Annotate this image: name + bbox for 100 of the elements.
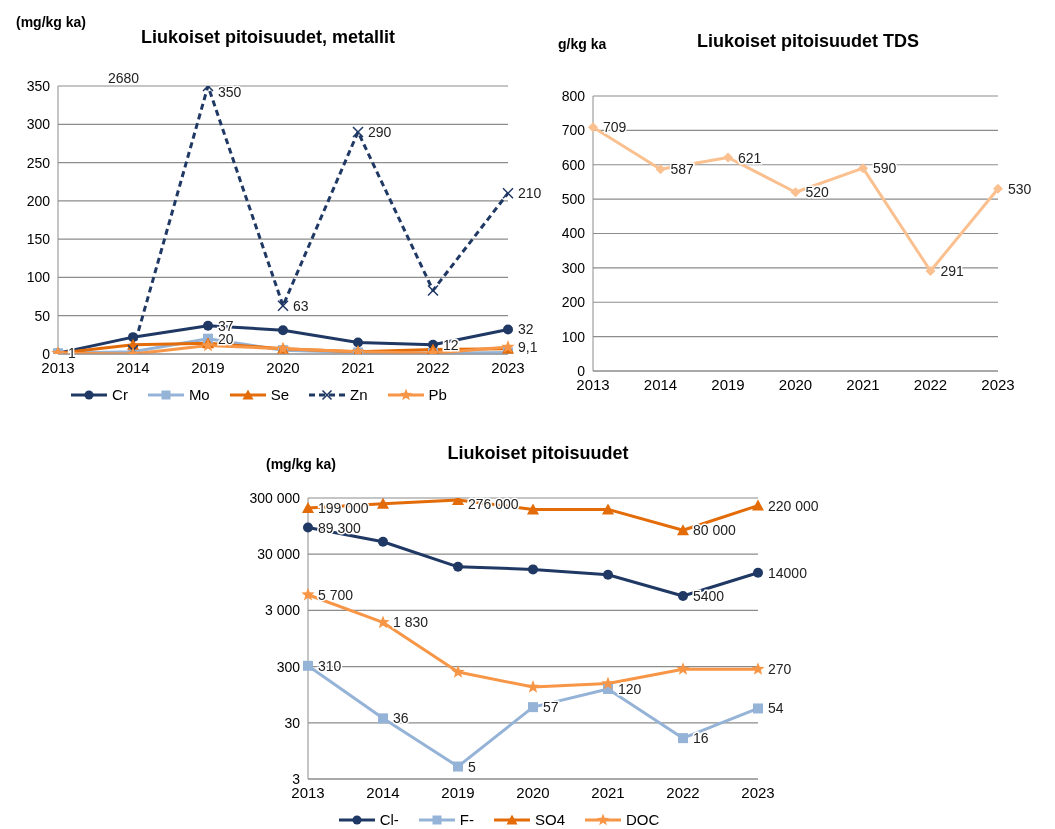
- point: [302, 502, 314, 514]
- point: [303, 660, 313, 671]
- x-tick-label: 2023: [741, 783, 775, 801]
- y-tick-label: 50: [34, 307, 51, 324]
- x-tick-label: 2019: [711, 375, 745, 393]
- y-axis-title: (mg/kg ka): [266, 456, 337, 472]
- x-tick-label: 2014: [366, 783, 400, 801]
- point: [588, 122, 598, 133]
- x-tick-label: 2014: [116, 358, 150, 376]
- legend-label: Mo: [188, 386, 210, 403]
- y-tick-label: 30: [284, 714, 301, 731]
- data-label: 36: [393, 710, 409, 727]
- y-tick-label: 300 000: [249, 489, 301, 506]
- point: [677, 524, 689, 536]
- point: [723, 152, 733, 163]
- y-tick-label: 600: [561, 156, 586, 173]
- data-label: 310: [318, 657, 342, 674]
- point: [678, 733, 688, 744]
- y-tick-label: 300: [561, 259, 586, 276]
- point: [753, 703, 763, 714]
- x-tick-label: 2023: [981, 375, 1015, 393]
- data-label: 1 830: [393, 614, 429, 631]
- x-tick-label: 2022: [416, 358, 450, 376]
- point: [925, 265, 936, 276]
- y-tick-label: 300: [276, 658, 301, 675]
- point: [277, 300, 289, 312]
- x-tick-label: 2019: [441, 783, 475, 801]
- data-label: 530: [1008, 180, 1032, 197]
- data-label: 290: [368, 123, 392, 140]
- x-tick-label: 2022: [913, 375, 948, 393]
- legend-label: F-: [459, 811, 474, 828]
- data-label: 57: [543, 699, 559, 716]
- point: [752, 499, 764, 511]
- chart-title: Liukoiset pitoisuudet, metallit: [140, 26, 396, 48]
- y-tick-label: 100: [561, 328, 586, 345]
- point: [676, 662, 690, 675]
- data-label: 14000: [768, 564, 808, 581]
- legend-label: DOC: [626, 811, 660, 828]
- point: [528, 564, 538, 575]
- point: [655, 164, 666, 175]
- y-axis-title: g/kg ka: [558, 36, 607, 52]
- point: [377, 498, 389, 509]
- x-tick-label: 2020: [266, 358, 300, 376]
- data-label: 520: [805, 184, 830, 201]
- data-label: 291: [940, 262, 965, 279]
- point: [528, 702, 538, 713]
- point: [993, 183, 1003, 194]
- point: [303, 522, 313, 533]
- y-tick-label: 150: [26, 231, 51, 248]
- y-tick-label: 250: [26, 154, 51, 171]
- x-tick-label: 2023: [491, 358, 525, 376]
- data-label: 5: [468, 758, 476, 775]
- x-tick-label: 2022: [666, 783, 700, 801]
- y-tick-label: 200: [561, 294, 586, 311]
- data-label: 621: [738, 149, 762, 166]
- legend-label: Se: [270, 386, 290, 403]
- point: [751, 662, 765, 675]
- data-label: 350: [218, 84, 242, 100]
- point: [753, 567, 763, 578]
- data-label: 80 000: [693, 522, 737, 539]
- point: [128, 332, 138, 343]
- point: [451, 665, 465, 678]
- x-tick-label: 2019: [191, 358, 225, 376]
- y-tick-label: 200: [26, 192, 51, 209]
- point: [503, 324, 513, 335]
- data-label: 54: [768, 700, 784, 717]
- data-label: 63: [293, 297, 309, 314]
- point: [527, 503, 539, 515]
- point: [427, 284, 439, 297]
- point: [353, 337, 363, 348]
- point: [453, 761, 463, 772]
- x-tick-label: 2014: [643, 375, 678, 393]
- point: [376, 615, 390, 629]
- point: [790, 187, 801, 198]
- data-label: 270: [768, 661, 792, 678]
- chart-title: Liukoiset pitoisuudet TDS: [696, 30, 920, 52]
- point: [378, 713, 388, 724]
- point: [453, 561, 463, 572]
- point: [678, 591, 688, 602]
- point: [601, 676, 615, 690]
- point: [278, 325, 288, 336]
- legend-label: Pb: [428, 386, 447, 403]
- point: [602, 503, 614, 515]
- point: [526, 680, 540, 693]
- y-axis-title: (mg/kg ka): [16, 14, 87, 30]
- legend-label: SO4: [534, 811, 565, 828]
- chart-title: Liukoiset pitoisuudet: [446, 442, 630, 464]
- data-label: 5 700: [318, 586, 354, 603]
- data-label: 709: [603, 119, 627, 136]
- data-label: 9,1: [518, 339, 538, 356]
- x-tick-label: 2021: [591, 783, 625, 801]
- data-label: 587: [670, 161, 695, 178]
- data-label: 590: [873, 160, 897, 177]
- data-label: 16: [693, 730, 709, 747]
- y-tick-label: 700: [561, 122, 586, 139]
- x-tick-label: 2021: [341, 358, 375, 376]
- data-label: 32: [518, 321, 534, 338]
- point: [603, 569, 613, 580]
- data-label: 20: [218, 330, 234, 347]
- data-label: 120: [618, 680, 642, 697]
